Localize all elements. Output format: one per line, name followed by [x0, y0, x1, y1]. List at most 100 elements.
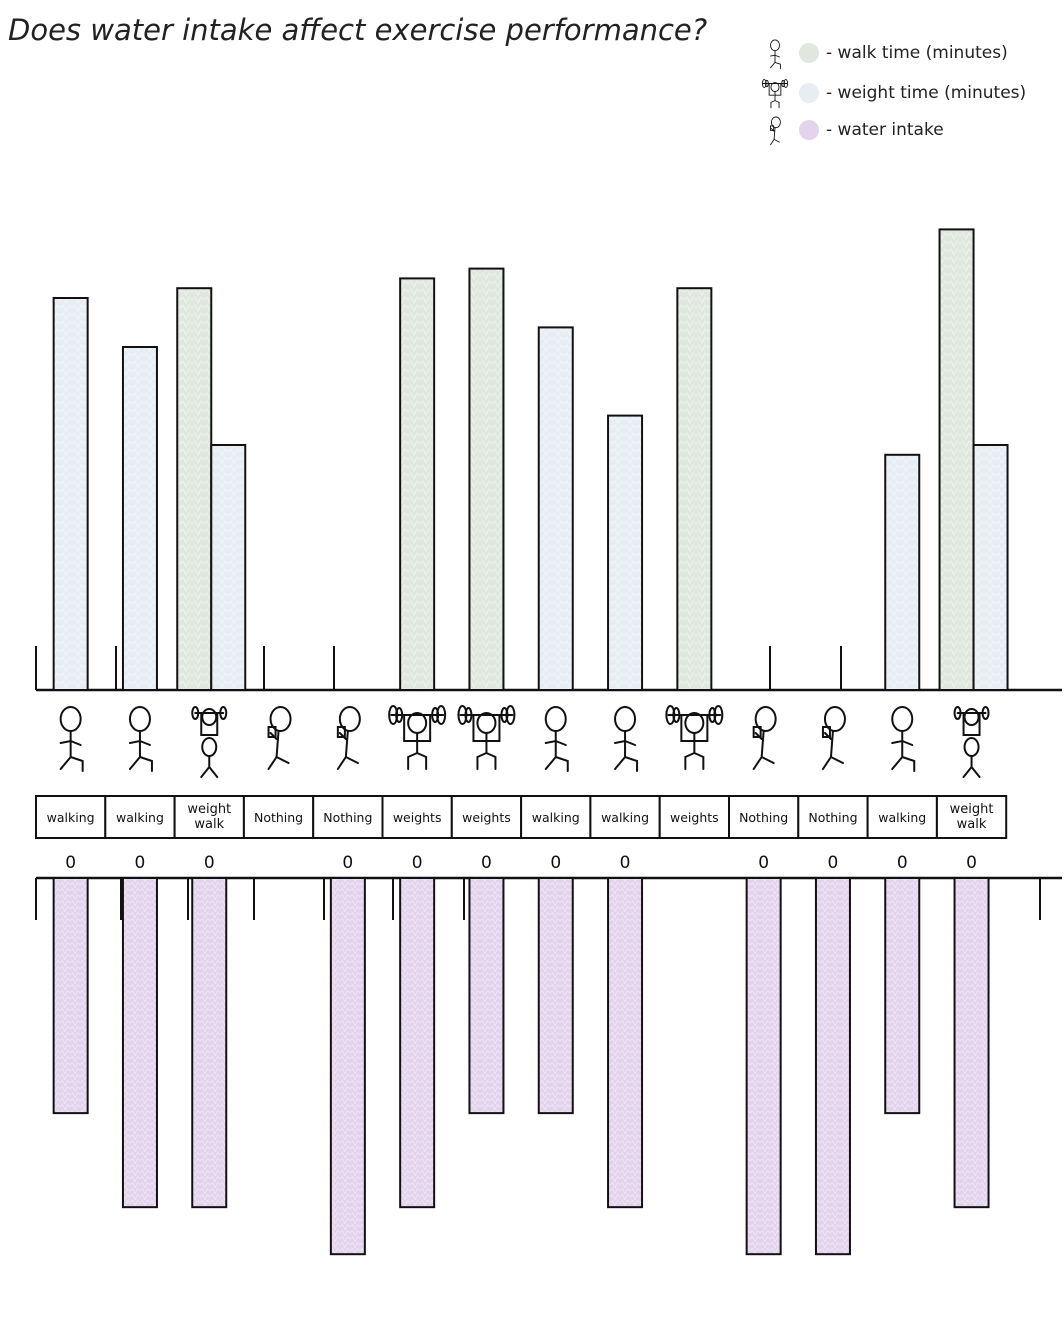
figure-body	[770, 50, 781, 70]
weight-walker-icon	[191, 706, 228, 778]
figure-body	[614, 730, 639, 772]
category-label: weight	[950, 802, 994, 817]
water-drinker-icon	[267, 706, 292, 770]
weight-bar-outline	[884, 453, 921, 691]
figure-body	[962, 755, 981, 778]
figure-body	[336, 730, 359, 770]
walk-bar-outline	[399, 277, 436, 691]
weight-walker-icon	[953, 706, 990, 778]
barbell-plate	[781, 79, 785, 88]
water-bar	[121, 877, 158, 1209]
walker-icon	[59, 706, 84, 772]
figure-body	[403, 714, 432, 770]
walk-bar	[676, 287, 713, 691]
water-bar-outline	[537, 877, 574, 1115]
water-bar-texture	[815, 878, 850, 1255]
figure-head	[770, 39, 780, 52]
water-drinker-icon	[752, 706, 777, 770]
figure-body	[680, 714, 709, 770]
weight-bar	[972, 444, 1009, 691]
water-bar-texture	[954, 878, 989, 1208]
water-bar-outline	[329, 877, 366, 1256]
figure-head	[823, 706, 846, 732]
water-bar-outline	[191, 877, 228, 1209]
category-cell	[520, 795, 592, 839]
walk-bar-texture	[400, 278, 435, 690]
value-label: 0	[204, 853, 215, 873]
water-bar	[607, 877, 644, 1209]
category-label: walking	[532, 810, 580, 825]
water-bar-texture	[469, 878, 504, 1114]
water-bar	[814, 877, 851, 1256]
weight-bar	[884, 453, 921, 691]
barbell-plate	[765, 79, 769, 88]
figure-body	[200, 755, 219, 778]
value-label: 0	[412, 853, 423, 873]
value-label: 0	[897, 853, 908, 873]
legend-swatch	[799, 43, 819, 63]
water-bottle	[770, 125, 775, 131]
water-bar-outline	[399, 877, 436, 1209]
walk-bar-outline	[676, 287, 713, 691]
category-label: walking	[601, 810, 649, 825]
water-drinker-icon	[336, 706, 361, 770]
barbell-plate	[395, 707, 404, 723]
category-cell	[658, 795, 731, 839]
category-label: walking	[878, 810, 926, 825]
figure-body	[544, 730, 569, 772]
figure-body	[768, 83, 782, 109]
legend-swatch	[799, 120, 819, 140]
water-bottle	[821, 726, 831, 738]
weightlifter-icon	[761, 79, 789, 109]
water-bottle	[267, 726, 277, 738]
water-bar	[191, 877, 228, 1209]
value-label: 0	[342, 853, 353, 873]
value-label: 0	[65, 853, 76, 873]
water-drinker-icon	[821, 706, 846, 770]
figure-head	[201, 708, 218, 726]
category-cell	[173, 795, 245, 839]
weight-bar-texture	[538, 327, 573, 690]
category-label: walk	[194, 817, 224, 832]
barbell-plate	[708, 707, 717, 723]
walker-icon	[614, 706, 639, 772]
figure-body	[128, 730, 153, 772]
weightlifter-icon	[457, 705, 516, 770]
figure-body	[472, 714, 501, 770]
category-cell	[728, 795, 800, 839]
barbell-plate	[953, 706, 962, 720]
category-cell	[589, 795, 661, 839]
walk-bar	[176, 287, 213, 691]
water-bottle	[336, 726, 346, 738]
weight-bar-outline	[607, 414, 644, 691]
water-bar	[745, 877, 782, 1256]
category-label: weight	[187, 802, 231, 817]
figure-arms	[200, 712, 219, 736]
value-label: 0	[758, 853, 769, 873]
barbell-plate	[191, 706, 200, 720]
figure-head	[963, 708, 980, 726]
walk-bar	[399, 277, 436, 691]
value-label: 0	[620, 853, 631, 873]
water-bar-outline	[52, 877, 89, 1115]
water-bar-outline	[121, 877, 158, 1209]
category-cell	[104, 795, 176, 839]
legend: - walk time (minutes) - weight time (minu…	[761, 39, 1026, 146]
weight-bar	[52, 297, 89, 691]
water-bar	[399, 877, 436, 1209]
value-label: 0	[481, 853, 492, 873]
walker-icon	[544, 706, 569, 772]
figure-head	[614, 706, 637, 732]
figure-head	[338, 706, 361, 732]
weight-bar-texture	[211, 445, 246, 690]
weight-bar-texture	[608, 415, 643, 690]
value-label: 0	[966, 853, 977, 873]
legend-label: - water intake	[826, 120, 944, 140]
water-bar-texture	[885, 878, 920, 1114]
value-label: 0	[135, 853, 146, 873]
figure-body	[752, 730, 775, 770]
walker-icon	[770, 39, 781, 70]
figure-body	[891, 730, 916, 772]
water-bar-outline	[814, 877, 851, 1256]
water-bar	[52, 877, 89, 1115]
